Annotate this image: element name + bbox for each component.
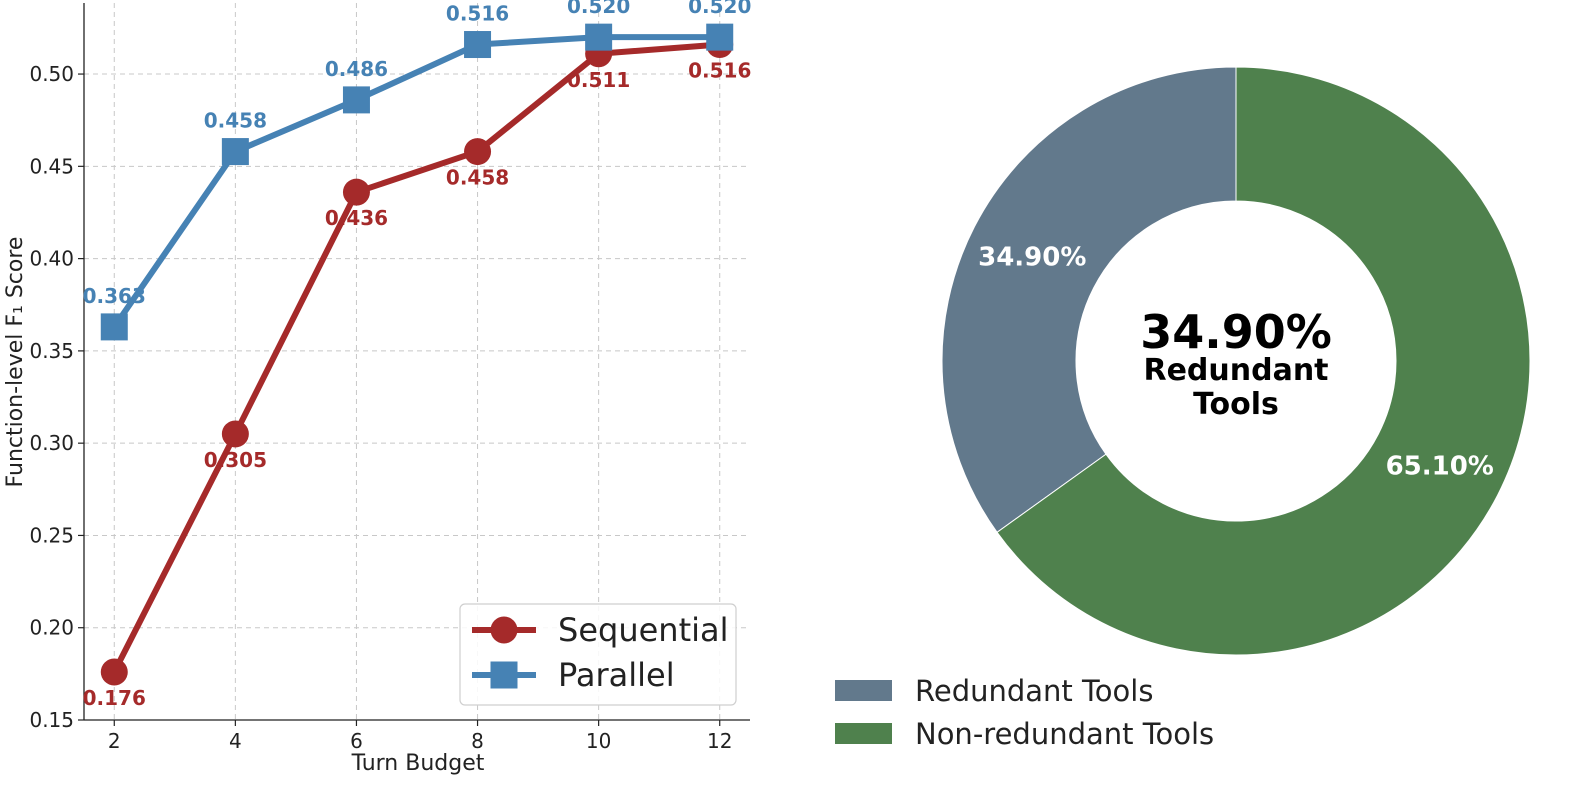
y-tick-label: 0.45: [29, 154, 74, 178]
legend-label: Redundant Tools: [915, 674, 1153, 708]
y-tick-label: 0.40: [29, 247, 74, 271]
donut-legend: Redundant Tools Non-redundant Tools: [835, 674, 1214, 751]
data-label: 0.458: [204, 109, 267, 133]
data-label: 0.520: [567, 0, 630, 18]
y-tick-label: 0.20: [29, 616, 74, 640]
y-tick-label: 0.30: [29, 431, 74, 455]
legend-marker: [490, 616, 518, 644]
slice-non-redundant-tools: [996, 66, 1531, 656]
y-axis-label: Function-level F₁ Score: [3, 237, 28, 488]
data-label: 0.516: [688, 59, 751, 83]
data-label: 0.511: [567, 68, 630, 92]
slice-label: 34.90%: [978, 242, 1086, 272]
series-layer: 0.176 0.305 0.436 0.458 0.511 0.516 0.363 0.458…: [83, 0, 752, 710]
x-tick-label: 2: [108, 729, 121, 753]
data-point: [464, 138, 492, 166]
center-text-line-2: Tools: [1193, 387, 1279, 422]
data-point: [464, 31, 492, 59]
x-tick-label: 10: [586, 729, 611, 753]
center-percentage: 34.90%: [1140, 305, 1332, 359]
data-label: 0.436: [325, 206, 388, 230]
data-label: 0.305: [204, 448, 267, 472]
data-label: 0.458: [446, 166, 509, 190]
data-point: [706, 23, 734, 51]
x-ticks: 2 4 6 8 10 12: [108, 720, 732, 753]
data-label: 0.520: [688, 0, 751, 18]
series-line: [111, 41, 720, 674]
x-tick-label: 6: [350, 729, 363, 753]
y-tick-label: 0.15: [29, 708, 74, 732]
data-point: [221, 420, 249, 448]
center-text-line-1: Redundant: [1143, 353, 1328, 388]
x-tick-label: 12: [707, 729, 732, 753]
data-point: [100, 313, 128, 341]
x-axis-label: Turn Budget: [351, 751, 485, 776]
donut-chart: 34.90% 65.10% 34.90% Redundant Tools Redu…: [835, 66, 1531, 751]
legend-label: Parallel: [558, 656, 675, 694]
y-tick-label: 0.35: [29, 339, 74, 363]
data-point: [342, 86, 370, 114]
slice-labels: 34.90% 65.10%: [978, 242, 1494, 481]
legend-swatch: [835, 680, 892, 701]
data-point: [342, 178, 370, 206]
series-parallel: 0.363 0.458 0.486 0.516 0.520 0.520: [83, 0, 751, 341]
y-tick-label: 0.25: [29, 523, 74, 547]
x-tick-label: 4: [229, 729, 242, 753]
x-tick-label: 8: [471, 729, 484, 753]
data-label: 0.486: [325, 57, 388, 81]
y-ticks: 0.15 0.20 0.25 0.30 0.35 0.40 0.45 0.50: [29, 62, 84, 732]
data-point: [100, 658, 128, 686]
legend-label: Sequential: [558, 611, 729, 649]
data-label: 0.176: [83, 686, 146, 710]
legend-label: Non-redundant Tools: [915, 717, 1214, 751]
data-point: [585, 23, 613, 51]
legend-marker: [490, 661, 518, 689]
data-label: 0.363: [83, 284, 146, 308]
y-tick-label: 0.50: [29, 62, 74, 86]
data-label: 0.516: [446, 2, 509, 26]
slice-redundant-tools: [941, 66, 1237, 534]
donut-slices: [941, 66, 1531, 656]
axes: [83, 3, 750, 721]
legend-swatch: [835, 723, 892, 744]
slice-label: 65.10%: [1386, 452, 1494, 482]
series-line: [111, 34, 720, 329]
data-point: [221, 138, 249, 166]
line-chart: 2 4 6 8 10 12 0.15 0.20 0.25 0.30 0.35 0.40 0.45 0.5…: [3, 0, 751, 776]
legend: Sequential Parallel: [459, 603, 737, 706]
